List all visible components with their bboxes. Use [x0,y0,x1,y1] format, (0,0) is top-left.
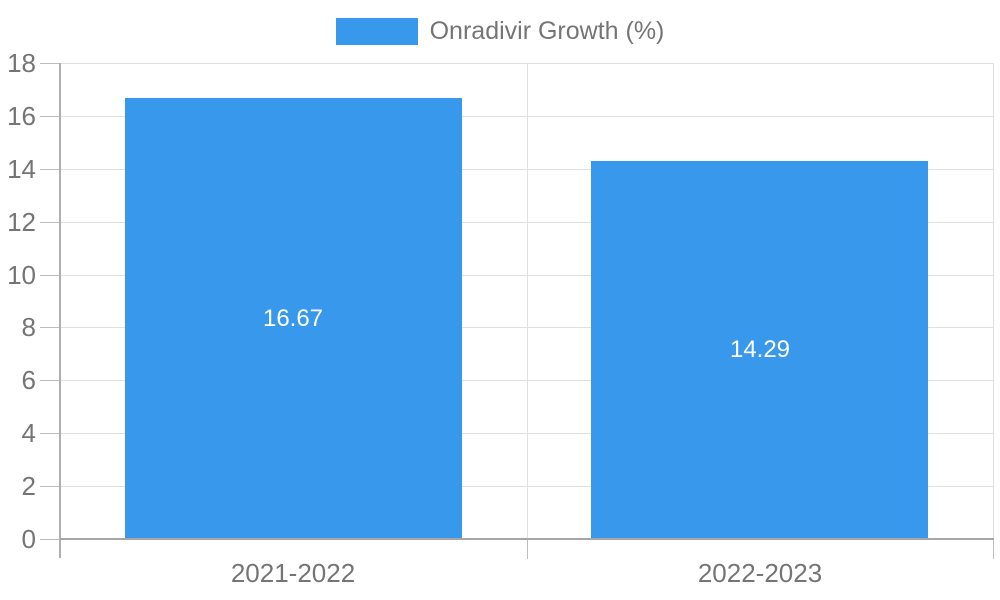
y-axis-line [59,63,61,558]
y-tick-2 [40,486,60,487]
y-axis-label-0: 0 [21,524,36,554]
y-tick-6 [40,380,60,381]
y-gridline-8 [60,327,993,328]
y-axis-label-16: 16 [7,101,36,131]
y-gridline-4 [60,433,993,434]
y-gridline-12 [60,222,993,223]
y-tick-16 [40,116,60,117]
y-tick-14 [40,169,60,170]
y-axis-label-4: 4 [21,418,36,448]
legend-swatch [335,18,418,45]
x-gridline-1 [527,63,528,539]
y-tick-8 [40,327,60,328]
y-axis-label-18: 18 [7,48,36,78]
y-axis-label-12: 12 [7,207,36,237]
y-tick-4 [40,433,60,434]
y-axis-label-2: 2 [21,471,36,501]
bar-value-label-2021-2022: 16.67 [262,305,324,332]
y-axis-label-8: 8 [21,312,36,342]
y-gridline-14 [60,169,993,170]
legend: Onradivir Growth (%) [0,18,1000,45]
y-gridline-18 [60,63,993,64]
y-axis-label-10: 10 [7,260,36,290]
x-axis-label-2021-2022: 2021-2022 [230,558,356,588]
x-tick-1 [527,539,528,559]
legend-label: Onradivir Growth (%) [429,17,665,45]
y-axis-label-14: 14 [7,154,36,184]
y-tick-12 [40,222,60,223]
bar-value-label-2022-2023: 14.29 [729,336,791,363]
bar-2022-2023[interactable] [591,161,928,539]
bar-2021-2022[interactable] [125,98,462,539]
y-gridline-10 [60,275,993,276]
y-gridline-16 [60,116,993,117]
x-gridline-2 [993,63,994,539]
x-axis-baseline [60,538,994,540]
y-gridline-2 [60,486,993,487]
y-axis-label-6: 6 [21,365,36,395]
x-tick-2 [993,539,994,559]
y-tick-10 [40,275,60,276]
y-tick-0 [40,539,60,540]
y-tick-18 [40,63,60,64]
legend-item-onradivir-growth[interactable]: Onradivir Growth (%) [335,17,665,45]
x-axis-label-2022-2023: 2022-2023 [697,558,823,588]
y-gridline-6 [60,380,993,381]
